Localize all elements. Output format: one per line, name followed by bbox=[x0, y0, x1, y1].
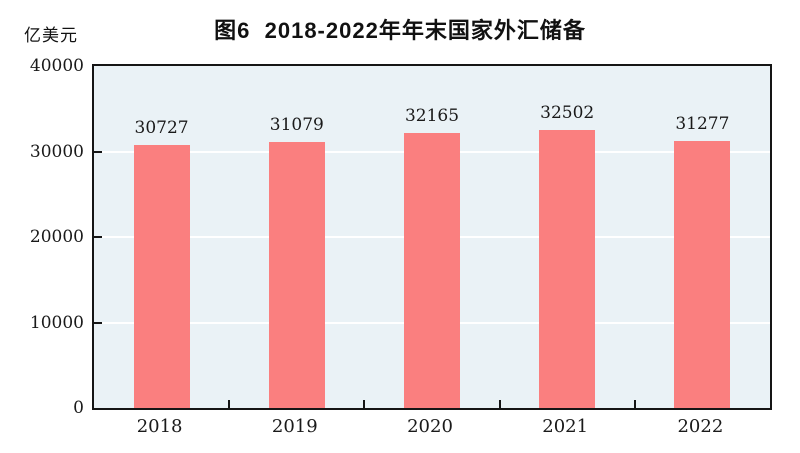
y-tick-label: 0 bbox=[73, 398, 84, 418]
y-axis-tick bbox=[94, 236, 102, 238]
y-tick-label: 10000 bbox=[29, 312, 84, 333]
y-axis-tick bbox=[94, 150, 102, 153]
bar-value-label: 31277 bbox=[675, 113, 730, 134]
x-category-label: 2018 bbox=[136, 416, 183, 437]
x-category-label: 2020 bbox=[407, 416, 453, 437]
x-category-label: 2022 bbox=[677, 416, 724, 437]
y-axis-unit-label: 亿美元 bbox=[24, 26, 78, 45]
bar-2019 bbox=[268, 142, 325, 408]
bar-value-label: 30727 bbox=[134, 118, 189, 139]
y-tick-label: 40000 bbox=[29, 56, 84, 76]
y-axis-tick bbox=[94, 321, 102, 324]
y-tick-label: 30000 bbox=[29, 141, 84, 162]
x-axis-tick bbox=[633, 400, 636, 408]
x-category-label: 2021 bbox=[542, 416, 589, 437]
bar-value-label: 31079 bbox=[269, 115, 324, 136]
x-axis-tick bbox=[228, 400, 231, 408]
bar-2022 bbox=[674, 140, 731, 408]
x-axis-tick bbox=[498, 400, 501, 408]
bar-2021 bbox=[539, 130, 596, 408]
x-category-label: 2019 bbox=[271, 416, 318, 437]
y-tick-label: 20000 bbox=[29, 227, 84, 247]
x-axis-category-labels: 2018 2019 2020 2021 2022 bbox=[92, 416, 772, 444]
bar-2020 bbox=[404, 133, 460, 408]
bar-value-label: 32165 bbox=[404, 106, 460, 126]
chart-title: 图6 2018-2022年年末国家外汇储备 bbox=[214, 18, 586, 43]
bar-value-label: 32502 bbox=[540, 103, 595, 124]
x-axis-tick bbox=[363, 400, 366, 408]
plot-area: 30727 31079 32165 32502 31277 bbox=[92, 64, 772, 410]
y-axis-tick-labels: 0 10000 20000 30000 40000 bbox=[0, 56, 84, 418]
bar-2018 bbox=[133, 145, 190, 408]
